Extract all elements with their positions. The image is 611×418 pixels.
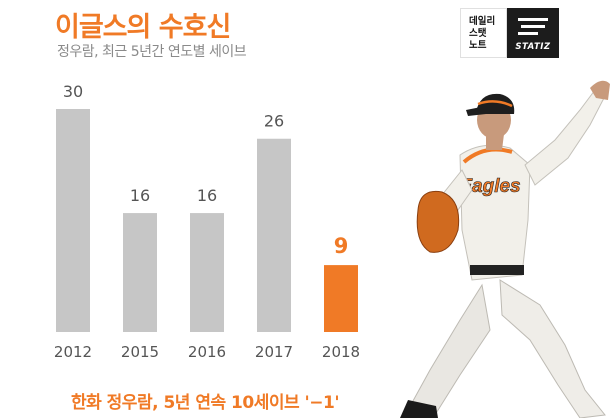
bar-2017 — [257, 138, 291, 332]
logo-line-2: 스탯 — [469, 28, 487, 39]
statiz-stripes-icon — [518, 18, 548, 35]
chart-title: 이글스의 수호신 — [55, 12, 231, 43]
logo-line-1: 데일리 — [469, 16, 496, 27]
value-label-2016: 16 — [197, 186, 217, 205]
chart-subtitle: 정우람, 최근 5년간 연도별 세이브 — [57, 44, 247, 60]
chart-caption: 한화 정우람, 5년 연속 10세이브 '−1' — [70, 393, 340, 413]
jersey-text: Eagles — [459, 176, 520, 197]
bar-2018 — [324, 265, 358, 332]
value-label-2012: 30 — [63, 82, 83, 101]
daily-stat-note-logo: 데일리 스탯 노트 — [460, 8, 507, 58]
bar-2012 — [56, 109, 90, 332]
bar-2015 — [123, 213, 157, 332]
category-label-2015: 2015 — [121, 343, 159, 361]
category-label-2012: 2012 — [54, 343, 92, 361]
statiz-logo: STATIZ — [507, 8, 559, 58]
value-label-2017: 26 — [264, 112, 284, 131]
pitcher-photo: Eagles — [400, 80, 610, 418]
value-label-2018: 9 — [334, 234, 349, 258]
logo-line-3: 노트 — [469, 40, 487, 51]
bar-2016 — [190, 213, 224, 332]
category-label-2016: 2016 — [188, 343, 226, 361]
category-label-2017: 2017 — [255, 343, 293, 361]
statiz-wordmark: STATIZ — [515, 42, 551, 52]
category-label-2018: 2018 — [322, 343, 360, 361]
value-label-2015: 16 — [130, 186, 150, 205]
